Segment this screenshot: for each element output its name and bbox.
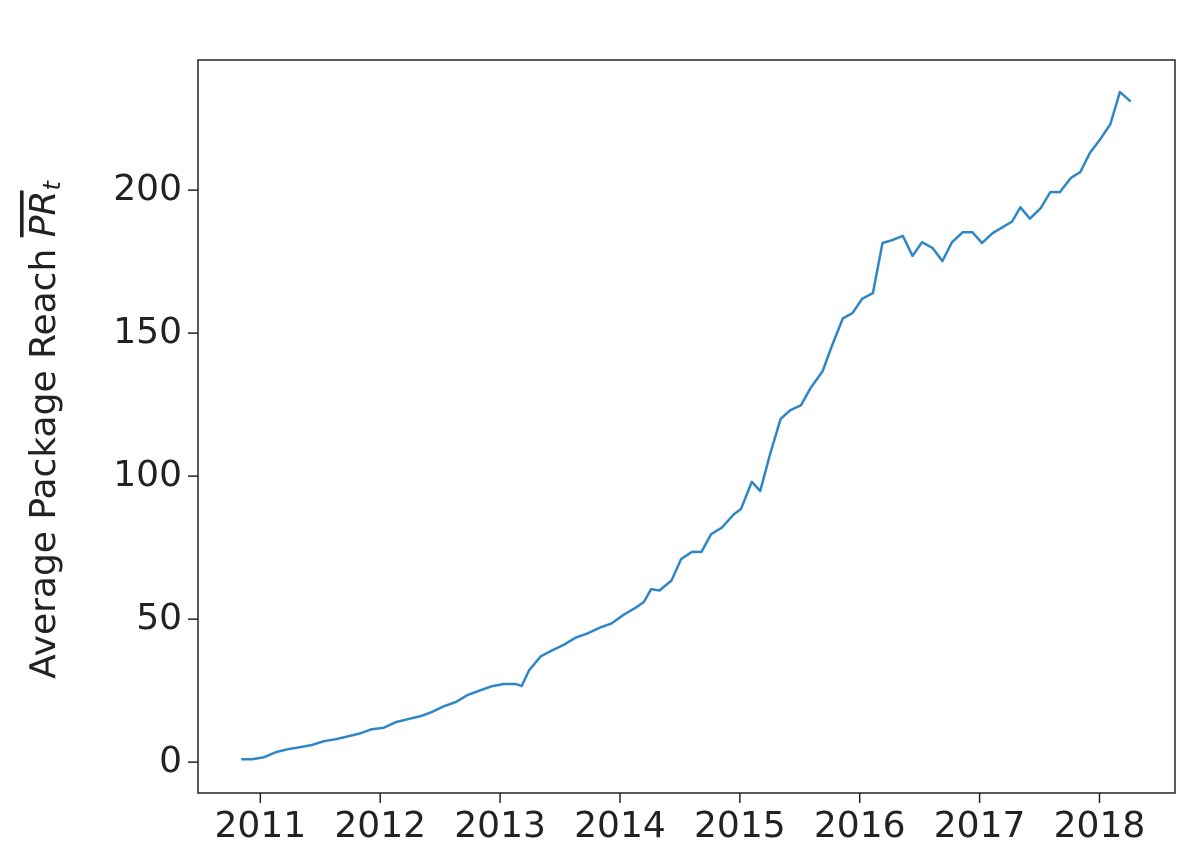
y-tick-label: 150 xyxy=(113,311,182,352)
x-tick-label: 2011 xyxy=(215,805,307,846)
x-tick-label: 2012 xyxy=(334,805,426,846)
x-tick-label: 2018 xyxy=(1054,805,1146,846)
x-tick-label: 2014 xyxy=(574,805,666,846)
data-line xyxy=(241,90,1132,761)
y-tick-label: 100 xyxy=(113,454,182,495)
y-axis-label: Average Package Reach PRt xyxy=(23,180,66,679)
y-label-subscript: t xyxy=(38,180,66,191)
plot-frame xyxy=(197,59,1176,794)
x-tick-label: 2015 xyxy=(694,805,786,846)
y-tick-label: 50 xyxy=(136,597,182,638)
x-tick-label: 2017 xyxy=(934,805,1026,846)
y-tick-label: 200 xyxy=(113,168,182,209)
y-label-symbol: PR xyxy=(23,191,64,238)
x-tick-label: 2013 xyxy=(454,805,546,846)
x-tick-label: 2016 xyxy=(814,805,906,846)
y-tick-label: 0 xyxy=(159,740,182,781)
y-label-text: Average Package Reach xyxy=(23,237,64,679)
